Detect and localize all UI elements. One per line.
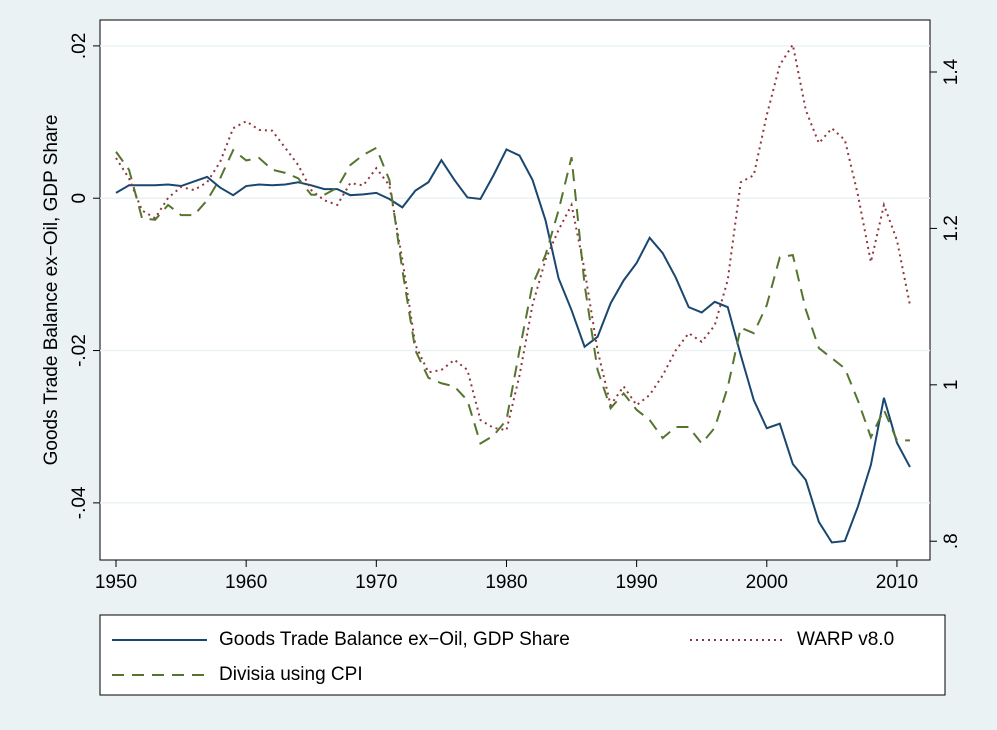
- y-tick-label: -.04: [69, 486, 90, 519]
- series-line: [115, 148, 911, 544]
- x-tick-label: 1970: [355, 572, 397, 593]
- y2-tick-label: 1.2: [941, 215, 962, 241]
- y-axis-title: Goods Trade Balance ex−Oil, GDP Share: [41, 115, 62, 466]
- series-line: [115, 41, 911, 432]
- y2-tick-label: 1: [941, 380, 962, 391]
- legend-label: WARP v8.0: [797, 629, 894, 650]
- y-tick-label: -.02: [69, 334, 90, 367]
- series-line: [115, 146, 910, 446]
- legend-box: [99, 614, 946, 696]
- y-tick-label: .02: [69, 33, 90, 59]
- x-tick-label: 2010: [876, 572, 918, 593]
- x-tick-label: 1950: [95, 572, 137, 593]
- y-tick-label: 0: [69, 193, 90, 204]
- x-tick-label: 2000: [746, 572, 788, 593]
- legend-label: Divisia using CPI: [219, 664, 363, 685]
- plot-area: [99, 19, 931, 561]
- y2-tick-label: 1.4: [941, 58, 962, 85]
- y2-tick-label: .8: [941, 533, 962, 549]
- x-tick-label: 1960: [225, 572, 267, 593]
- legend-label: Goods Trade Balance ex−Oil, GDP Share: [219, 629, 570, 650]
- x-tick-label: 1990: [615, 572, 657, 593]
- x-tick-label: 1980: [485, 572, 527, 593]
